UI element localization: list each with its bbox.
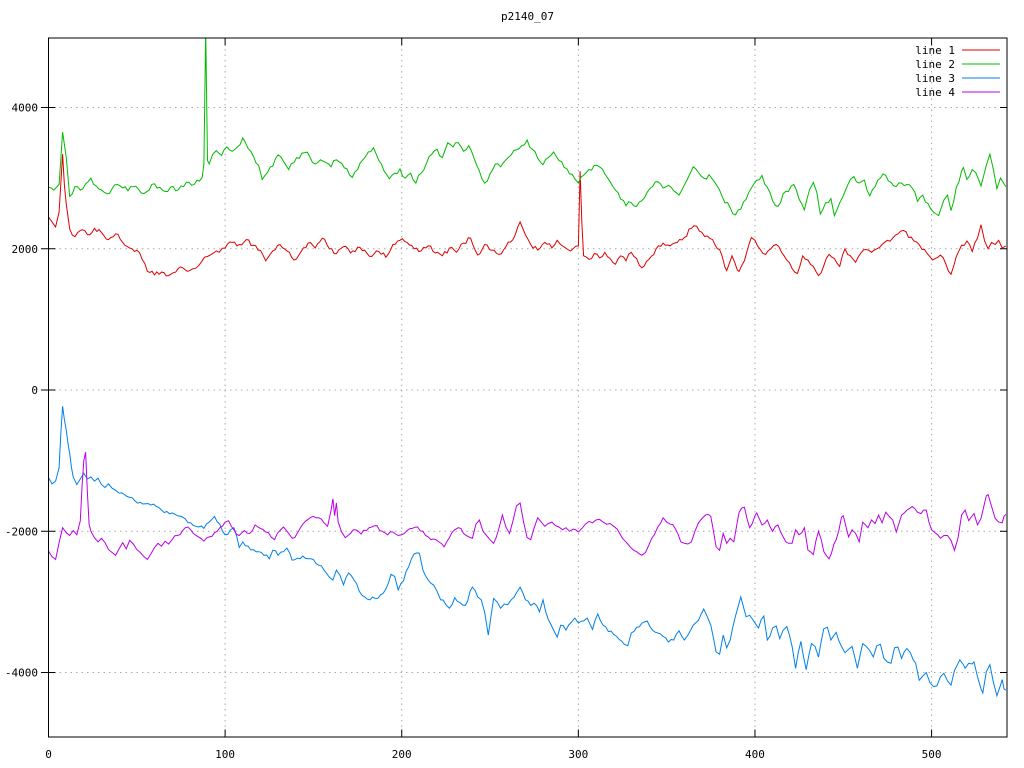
legend-label-line-3: line 3 (915, 72, 955, 85)
legend-label-line-2: line 2 (915, 58, 955, 71)
plot-border (48, 37, 1008, 738)
y-tick-label: 0 (31, 384, 38, 397)
chart-title: p2140_07 (501, 10, 554, 23)
y-tick-label: -2000 (5, 525, 38, 538)
legend-label-line-1: line 1 (915, 44, 955, 57)
legend-label-line-4: line 4 (915, 86, 955, 99)
x-tick-label: 100 (215, 748, 235, 761)
y-tick-label: 2000 (12, 243, 39, 256)
y-tick-label: -4000 (5, 667, 38, 680)
series-line-3 (48, 406, 1007, 698)
x-tick-label: 0 (45, 748, 52, 761)
x-tick-label: 500 (922, 748, 942, 761)
series-line-1 (48, 154, 1007, 277)
x-tick-label: 300 (568, 748, 588, 761)
x-tick-label: 200 (392, 748, 412, 761)
x-tick-label: 400 (745, 748, 765, 761)
series-line-2 (48, 38, 1007, 218)
series-line-4 (48, 452, 1007, 561)
y-tick-label: 4000 (12, 101, 39, 114)
